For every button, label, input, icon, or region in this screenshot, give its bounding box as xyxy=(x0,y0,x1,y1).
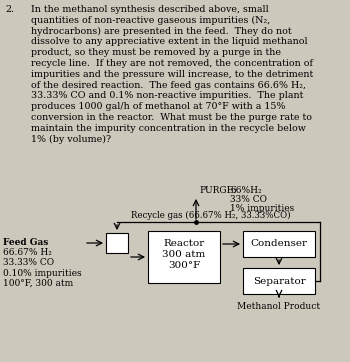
FancyBboxPatch shape xyxy=(243,231,315,257)
Text: Separator: Separator xyxy=(253,277,305,286)
Text: Condenser: Condenser xyxy=(251,240,308,248)
FancyBboxPatch shape xyxy=(243,268,315,294)
Text: 66%H₂: 66%H₂ xyxy=(230,186,262,195)
Text: recycle line.  If they are not removed, the concentration of: recycle line. If they are not removed, t… xyxy=(31,59,313,68)
Text: Feed Gas: Feed Gas xyxy=(3,238,48,247)
Text: Recycle gas (66.67% H₂, 33.33%CO): Recycle gas (66.67% H₂, 33.33%CO) xyxy=(131,211,290,220)
Text: produces 1000 gal/h of methanol at 70°F with a 15%: produces 1000 gal/h of methanol at 70°F … xyxy=(31,102,286,111)
Text: 1% (by volume)?: 1% (by volume)? xyxy=(31,135,111,144)
Text: 33.33% CO and 0.1% non-reactive impurities.  The plant: 33.33% CO and 0.1% non-reactive impuriti… xyxy=(31,91,303,100)
Text: quantities of non-reactive gaseous impurities (N₂,: quantities of non-reactive gaseous impur… xyxy=(31,16,270,25)
Text: 100°F, 300 atm: 100°F, 300 atm xyxy=(3,279,73,288)
Text: of the desired reaction.  The feed gas contains 66.6% H₂,: of the desired reaction. The feed gas co… xyxy=(31,81,306,90)
FancyBboxPatch shape xyxy=(148,231,220,283)
Text: Methanol Product: Methanol Product xyxy=(237,302,321,311)
Text: 33% CO: 33% CO xyxy=(230,195,267,204)
Text: 66.67% H₂: 66.67% H₂ xyxy=(3,248,52,257)
Text: Reactor: Reactor xyxy=(163,239,205,248)
Text: hydrocarbons) are presented in the feed.  They do not: hydrocarbons) are presented in the feed.… xyxy=(31,26,292,36)
Text: 300 atm: 300 atm xyxy=(162,250,206,259)
Text: 300°F: 300°F xyxy=(168,261,200,270)
Text: product, so they must be removed by a purge in the: product, so they must be removed by a pu… xyxy=(31,48,281,57)
Text: 2.: 2. xyxy=(5,5,14,14)
Text: maintain the impurity concentration in the recycle below: maintain the impurity concentration in t… xyxy=(31,124,306,133)
Text: impurities and the pressure will increase, to the detriment: impurities and the pressure will increas… xyxy=(31,70,313,79)
Text: 33.33% CO: 33.33% CO xyxy=(3,258,54,268)
Text: PURGE:: PURGE: xyxy=(199,186,236,195)
Text: dissolve to any appreciative extent in the liquid methanol: dissolve to any appreciative extent in t… xyxy=(31,37,308,46)
Text: In the methanol synthesis described above, small: In the methanol synthesis described abov… xyxy=(31,5,269,14)
Text: 1% impurities: 1% impurities xyxy=(230,204,294,213)
FancyBboxPatch shape xyxy=(106,233,128,253)
Text: 0.10% impurities: 0.10% impurities xyxy=(3,269,82,278)
Text: conversion in the reactor.  What must be the purge rate to: conversion in the reactor. What must be … xyxy=(31,113,312,122)
